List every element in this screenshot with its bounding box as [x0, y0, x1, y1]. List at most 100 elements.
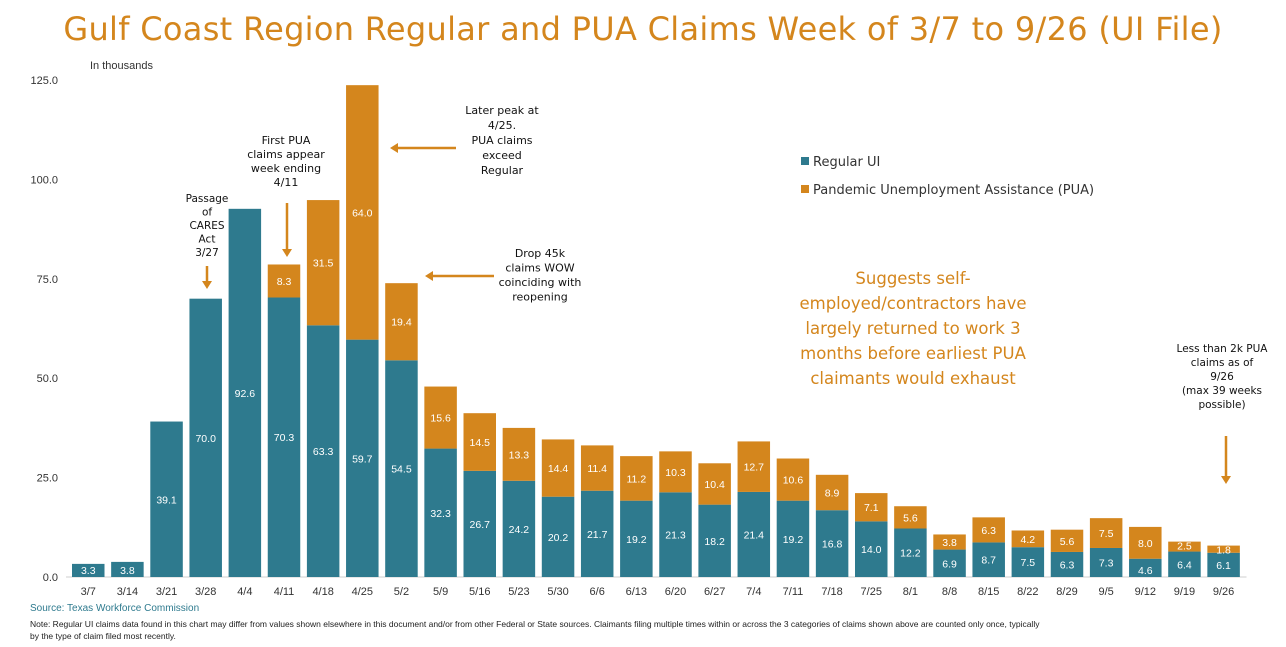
x-tick-label: 3/14: [117, 586, 138, 598]
value-label-pua: 14.5: [470, 437, 491, 449]
bar-regular: [111, 561, 144, 577]
value-label-pua: 11.2: [627, 473, 647, 485]
legend-swatch: [801, 157, 809, 165]
value-label-pua: 1.8: [1216, 545, 1231, 557]
bar-regular: [894, 528, 927, 577]
value-label-pua: 5.6: [903, 512, 918, 524]
x-tick-label: 5/16: [469, 586, 490, 598]
value-label-regular: 19.2: [626, 534, 647, 546]
x-tick-label: 9/19: [1174, 586, 1195, 598]
value-label-regular: 24.2: [509, 524, 530, 536]
value-label-pua: 6.3: [981, 525, 996, 537]
x-tick-label: 3/28: [195, 586, 216, 598]
x-tick-label: 9/26: [1213, 586, 1234, 598]
x-tick-label: 4/4: [237, 586, 252, 598]
annotation-cares: Passage of CARES Act 3/27: [186, 193, 229, 259]
bar-pua: [1089, 518, 1123, 548]
bar-pua: [894, 506, 927, 529]
annotation-less-than-2k: Less than 2k PUA claims as of 9/26 (max 39 …: [1177, 343, 1269, 411]
value-label-pua: 11.4: [587, 463, 607, 475]
x-tick-label: 5/30: [547, 586, 568, 598]
value-label-pua: 2.5: [1177, 541, 1192, 553]
bar-regular: [815, 510, 849, 577]
bar-pua: [972, 517, 1005, 543]
bar-regular: [267, 297, 301, 577]
bar-regular: [580, 490, 614, 577]
bar-regular: [306, 325, 340, 577]
value-label-pua: 64.0: [352, 207, 373, 219]
value-label-regular: 26.7: [470, 519, 491, 531]
value-label-regular: 92.6: [235, 388, 256, 400]
value-label-pua: 7.5: [1099, 528, 1114, 540]
bar-pua: [737, 441, 771, 492]
annotations: Passage of CARES Act 3/27 First PUA claims app…: [186, 104, 1269, 484]
bar-pua: [1168, 541, 1201, 552]
bar-regular: [541, 496, 575, 577]
x-tick-labels: 3/7 3/14 3/21 3/28 4/4 4/11 4/18 4/25 5/2 5/9 5/16…: [81, 586, 1235, 598]
annotation-first-pua-arrow-head: [282, 249, 292, 257]
value-label-pua: 15.6: [430, 413, 451, 425]
bar-regular: [1011, 547, 1045, 577]
x-tick-label: 5/9: [433, 586, 448, 598]
bar-pua: [698, 463, 731, 505]
bar-value-labels: 3.3 3.8 39.1 70.0 92.6 70.3 8.3 63.3 31.5 59.7 64.…: [81, 207, 1231, 577]
bar-pua: [620, 456, 653, 501]
y-tick-label: 50.0: [37, 373, 58, 385]
bar-regular: [1129, 558, 1162, 577]
value-label-pua: 7.1: [864, 502, 879, 514]
value-label-pua: 4.2: [1021, 534, 1036, 546]
value-label-regular: 70.0: [195, 433, 216, 445]
y-tick-label: 100.0: [30, 174, 58, 186]
value-label-regular: 12.2: [900, 548, 921, 560]
bar-regular: [972, 542, 1005, 577]
bar-regular: [698, 504, 731, 577]
value-label-regular: 4.6: [1138, 565, 1153, 577]
chart-title: Gulf Coast Region Regular and PUA Claims…: [63, 10, 1223, 48]
bar-regular: [424, 448, 457, 577]
source-note: Source: Texas Workforce Commission: [30, 603, 200, 614]
bar-regular: [502, 480, 536, 577]
x-tick-label: 6/27: [704, 586, 725, 598]
x-tick-label: 7/18: [821, 586, 842, 598]
bar-pua: [659, 451, 692, 493]
x-tick-label: 9/12: [1135, 586, 1156, 598]
bar-regular: [855, 521, 888, 577]
x-tick-label: 8/1: [903, 586, 918, 598]
x-tick-label: 4/18: [312, 586, 333, 598]
bar-pua: [267, 264, 301, 298]
x-tick-label: 8/15: [978, 586, 999, 598]
bar-pua: [1207, 545, 1240, 553]
bar-pua: [776, 458, 810, 501]
bar-regular: [776, 500, 810, 577]
legend-label: Pandemic Unemployment Assistance (PUA): [813, 183, 1094, 198]
bar-regular: [1089, 547, 1123, 577]
bar-regular: [1207, 552, 1240, 577]
value-label-regular: 8.7: [981, 555, 996, 567]
value-label-pua: 10.3: [665, 467, 686, 479]
y-tick-label: 25.0: [37, 473, 58, 485]
y-axis-label: In thousands: [90, 60, 153, 72]
legend-swatch: [801, 185, 809, 193]
x-tick-label: 3/7: [81, 586, 96, 598]
bar-pua: [1129, 526, 1162, 559]
annotation-suggests: Suggests self-employed/contractors have l…: [799, 269, 1026, 388]
y-tick-label: 0.0: [43, 572, 58, 584]
bar-pua: [855, 493, 888, 522]
value-label-regular: 16.8: [822, 539, 843, 551]
bar-regular: [228, 208, 262, 578]
value-label-pua: 8.3: [277, 276, 292, 288]
bar-pua: [424, 386, 457, 449]
x-tick-label: 9/5: [1099, 586, 1114, 598]
bar-pua: [815, 474, 849, 511]
annotation-later-peak-arrow-head: [390, 143, 398, 153]
annotation-less-than-2k-arrow-head: [1221, 476, 1231, 484]
value-label-regular: 21.4: [744, 529, 765, 541]
axes: 0.0 25.0 50.0 75.0 100.0 125.0 In thousands: [30, 60, 1247, 584]
x-tick-label: 5/2: [394, 586, 409, 598]
value-label-pua: 12.7: [744, 462, 765, 474]
annotation-drop: Drop 45k claims WOW coinciding with reopeni…: [499, 247, 582, 304]
x-tick-label: 7/11: [783, 586, 804, 598]
legend-label: Regular UI: [813, 155, 880, 170]
x-tick-label: 7/25: [861, 586, 882, 598]
value-label-pua: 10.6: [783, 475, 804, 487]
